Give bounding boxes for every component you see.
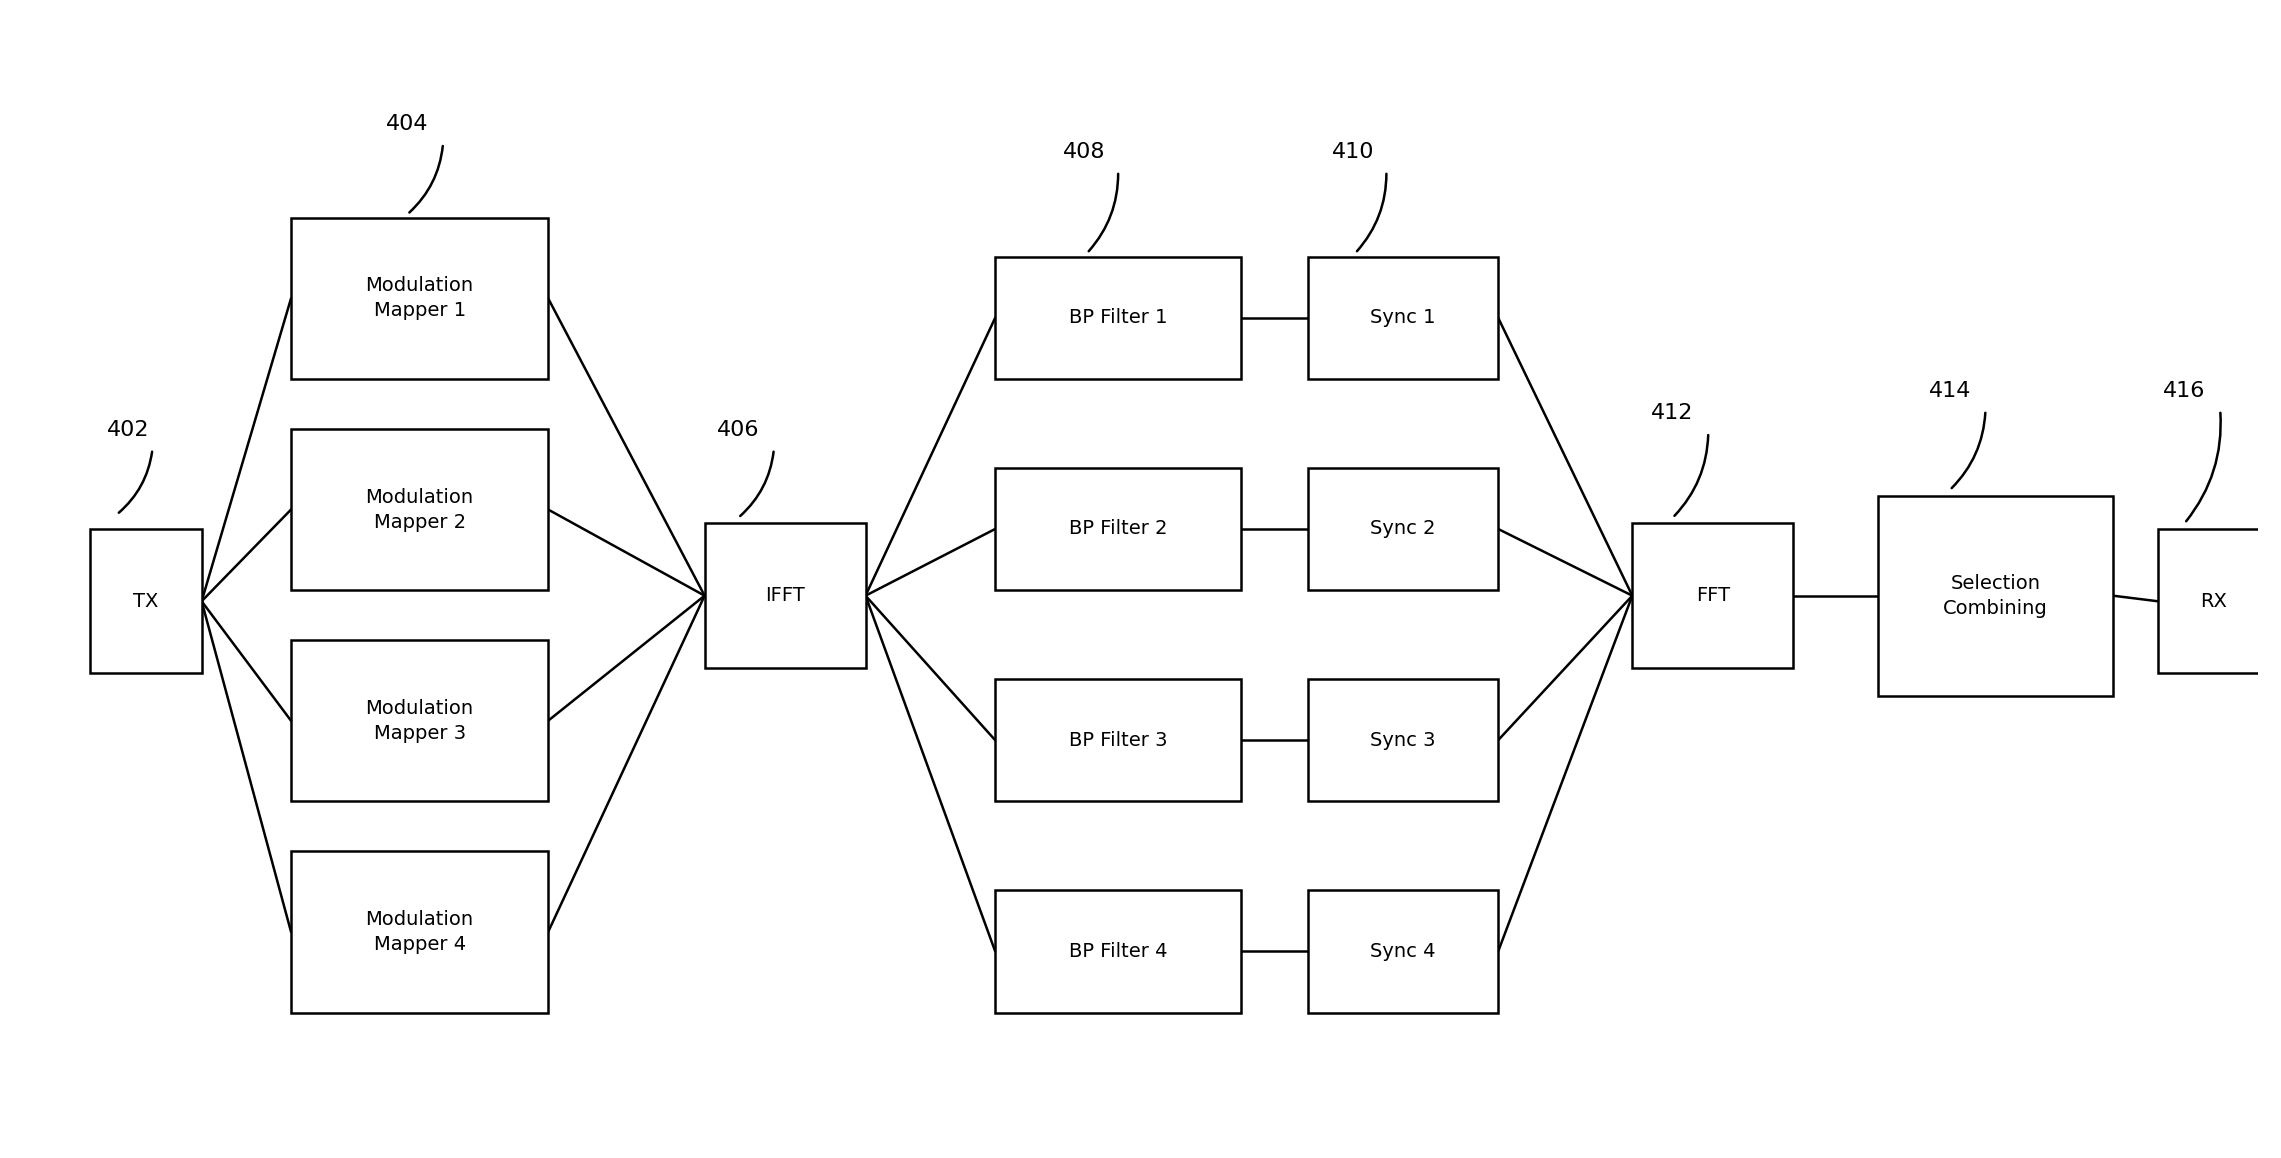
Text: BP Filter 1: BP Filter 1 [1070,308,1168,328]
FancyBboxPatch shape [1309,468,1499,591]
Text: IFFT: IFFT [764,586,805,606]
Text: Sync 1: Sync 1 [1371,308,1437,328]
FancyBboxPatch shape [292,851,547,1012]
FancyBboxPatch shape [1309,891,1499,1012]
Text: 416: 416 [2162,381,2206,401]
FancyBboxPatch shape [995,468,1241,591]
FancyBboxPatch shape [1877,496,2112,696]
Text: 412: 412 [1651,403,1695,424]
Text: TX: TX [132,592,157,610]
FancyBboxPatch shape [1309,679,1499,801]
FancyBboxPatch shape [1633,523,1793,668]
FancyBboxPatch shape [2158,529,2270,674]
FancyBboxPatch shape [995,257,1241,379]
Text: Modulation
Mapper 1: Modulation Mapper 1 [365,277,474,321]
FancyBboxPatch shape [1309,257,1499,379]
Text: Modulation
Mapper 2: Modulation Mapper 2 [365,488,474,532]
FancyBboxPatch shape [292,218,547,379]
Text: RX: RX [2201,592,2226,610]
Text: BP Filter 2: BP Filter 2 [1070,520,1168,538]
FancyBboxPatch shape [995,679,1241,801]
Text: 402: 402 [107,420,148,440]
Text: Sync 4: Sync 4 [1371,941,1437,961]
Text: BP Filter 3: BP Filter 3 [1070,731,1168,749]
Text: Modulation
Mapper 3: Modulation Mapper 3 [365,698,474,742]
Text: 406: 406 [716,420,760,440]
Text: FFT: FFT [1695,586,1729,606]
Text: Selection
Combining: Selection Combining [1943,573,2048,617]
Text: Modulation
Mapper 4: Modulation Mapper 4 [365,910,474,954]
FancyBboxPatch shape [89,529,201,674]
FancyBboxPatch shape [705,523,864,668]
Text: Sync 2: Sync 2 [1371,520,1437,538]
Text: 410: 410 [1332,142,1373,162]
FancyBboxPatch shape [292,428,547,591]
Text: 408: 408 [1063,142,1106,162]
Text: BP Filter 4: BP Filter 4 [1070,941,1168,961]
FancyBboxPatch shape [995,891,1241,1012]
FancyBboxPatch shape [292,640,547,801]
Text: 404: 404 [385,115,429,134]
Text: Sync 3: Sync 3 [1371,731,1437,749]
Text: 414: 414 [1927,381,1971,401]
